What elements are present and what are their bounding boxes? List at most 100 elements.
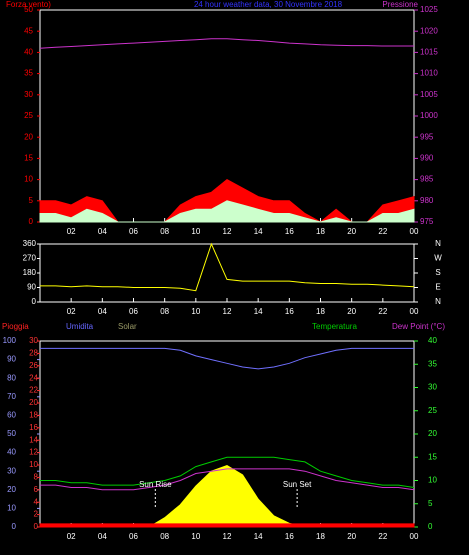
x-tick-label: 02 bbox=[67, 532, 76, 541]
y2-tick-label: 40 bbox=[428, 336, 437, 345]
y-label: Forza vento) bbox=[6, 0, 51, 9]
area bbox=[39, 523, 415, 528]
y2-tick-label: 990 bbox=[420, 154, 434, 163]
x-tick-label: 08 bbox=[160, 307, 169, 316]
x-tick-label: 22 bbox=[378, 532, 387, 541]
x-tick-label: 08 bbox=[160, 532, 169, 541]
y2-label: Pressione bbox=[382, 0, 418, 9]
y-tick-label: 270 bbox=[23, 254, 37, 263]
x-tick-label: 04 bbox=[98, 307, 107, 316]
y-tick-label: 0 bbox=[29, 217, 34, 226]
y2-tick-label: 1005 bbox=[420, 90, 438, 99]
y3-tick-label: 8 bbox=[34, 473, 39, 482]
y2-tick-label: 30 bbox=[428, 383, 437, 392]
y-tick-label: 50 bbox=[24, 5, 33, 14]
y-tick-label: 20 bbox=[24, 132, 33, 141]
x-tick-label: 14 bbox=[254, 532, 263, 541]
y2-tick-label: 1000 bbox=[420, 111, 438, 120]
x-tick-label: 10 bbox=[191, 307, 200, 316]
y3-tick-label: 28 bbox=[29, 349, 38, 358]
y3-tick-label: 14 bbox=[29, 435, 38, 444]
y2-tick-label: N bbox=[435, 297, 441, 306]
annotation: Sun Rise bbox=[139, 480, 172, 489]
y-tick-label: 30 bbox=[7, 466, 16, 475]
y2-tick-label: 5 bbox=[428, 499, 433, 508]
y-tick-label: 80 bbox=[7, 373, 16, 382]
legend-temperature: Temperatura bbox=[312, 322, 357, 331]
y2-tick-label: 995 bbox=[420, 132, 434, 141]
line bbox=[40, 468, 415, 491]
y3-tick-label: 16 bbox=[29, 423, 38, 432]
x-tick-label: 02 bbox=[67, 307, 76, 316]
y3-tick-label: 24 bbox=[29, 373, 38, 382]
y-tick-label: 90 bbox=[7, 355, 16, 364]
x-tick-label: 12 bbox=[223, 532, 232, 541]
x-tick-label: 00 bbox=[410, 227, 419, 236]
x-tick-label: 18 bbox=[316, 307, 325, 316]
x-tick-label: 06 bbox=[129, 227, 138, 236]
y2-tick-label: 10 bbox=[428, 476, 437, 485]
y3-tick-label: 20 bbox=[29, 398, 38, 407]
legend-dewpoint: Dew Point (°C) bbox=[392, 322, 445, 331]
x-tick-label: 10 bbox=[191, 532, 200, 541]
y-tick-label: 5 bbox=[29, 196, 34, 205]
y-tick-label: 15 bbox=[24, 154, 33, 163]
y2-tick-label: 980 bbox=[420, 196, 434, 205]
y3-tick-label: 10 bbox=[29, 460, 38, 469]
y2-tick-label: 1015 bbox=[420, 48, 438, 57]
x-tick-label: 22 bbox=[378, 307, 387, 316]
x-tick-label: 14 bbox=[254, 227, 263, 236]
y2-tick-label: N bbox=[435, 239, 441, 248]
y2-tick-label: 15 bbox=[428, 452, 437, 461]
y3-tick-label: 4 bbox=[34, 497, 39, 506]
legend-solar: Solar bbox=[118, 322, 137, 331]
y2-tick-label: E bbox=[435, 283, 440, 292]
x-tick-label: 08 bbox=[160, 227, 169, 236]
y2-tick-label: 1025 bbox=[420, 5, 438, 14]
y3-tick-label: 22 bbox=[29, 386, 38, 395]
y-tick-label: 180 bbox=[23, 268, 37, 277]
area bbox=[39, 200, 415, 223]
y2-tick-label: S bbox=[435, 268, 440, 277]
y2-tick-label: 0 bbox=[428, 522, 433, 531]
x-tick-label: 12 bbox=[223, 227, 232, 236]
x-tick-label: 04 bbox=[98, 532, 107, 541]
x-tick-label: 20 bbox=[347, 307, 356, 316]
y-tick-label: 20 bbox=[7, 485, 16, 494]
legend-rain: Pioggia bbox=[2, 322, 29, 331]
y3-tick-label: 6 bbox=[34, 485, 39, 494]
y2-tick-label: 975 bbox=[420, 217, 434, 226]
annotation: Sun Set bbox=[283, 480, 312, 489]
x-tick-label: 04 bbox=[98, 227, 107, 236]
y2-tick-label: 1010 bbox=[420, 69, 438, 78]
y-tick-label: 25 bbox=[24, 111, 33, 120]
y-tick-label: 30 bbox=[24, 90, 33, 99]
y-tick-label: 0 bbox=[32, 297, 37, 306]
y2-tick-label: 35 bbox=[428, 359, 437, 368]
y-tick-label: 100 bbox=[3, 336, 17, 345]
x-tick-label: 14 bbox=[254, 307, 263, 316]
x-tick-label: 00 bbox=[410, 532, 419, 541]
x-tick-label: 16 bbox=[285, 307, 294, 316]
x-tick-label: 10 bbox=[191, 227, 200, 236]
y-tick-label: 50 bbox=[7, 429, 16, 438]
y3-tick-label: 0 bbox=[34, 522, 39, 531]
y3-tick-label: 2 bbox=[34, 510, 39, 519]
y-tick-label: 70 bbox=[7, 392, 16, 401]
line bbox=[40, 456, 415, 488]
y3-tick-label: 12 bbox=[29, 448, 38, 457]
y-tick-label: 10 bbox=[24, 175, 33, 184]
y-tick-label: 40 bbox=[7, 448, 16, 457]
y-tick-label: 35 bbox=[24, 69, 33, 78]
x-tick-label: 06 bbox=[129, 532, 138, 541]
line bbox=[40, 242, 415, 292]
chart-title: 24 hour weather data, 30 Novembre 2018 bbox=[194, 0, 343, 9]
y-tick-label: 45 bbox=[24, 26, 33, 35]
x-tick-label: 20 bbox=[347, 532, 356, 541]
y-tick-label: 40 bbox=[24, 48, 33, 57]
y-tick-label: 360 bbox=[23, 239, 37, 248]
x-tick-label: 12 bbox=[223, 307, 232, 316]
y-tick-label: 90 bbox=[27, 283, 36, 292]
y3-tick-label: 30 bbox=[29, 336, 38, 345]
